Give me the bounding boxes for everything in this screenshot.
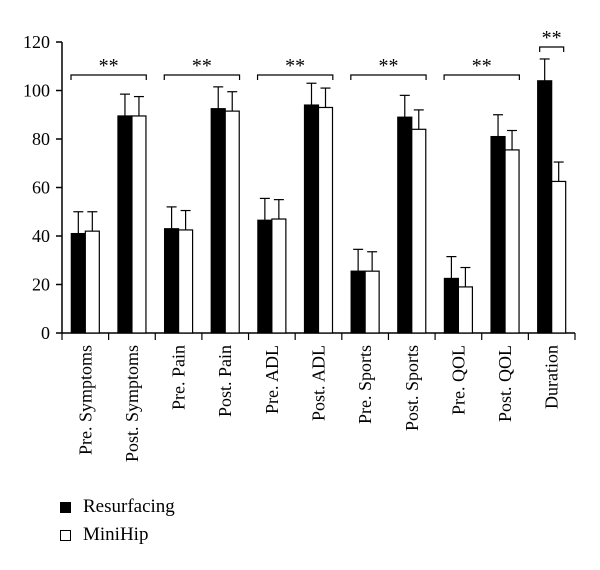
x-tick-label: Pre. Symptoms <box>75 345 95 455</box>
x-tick-label: Pre. ADL <box>262 345 282 414</box>
significance-label: ** <box>192 55 212 77</box>
bar-minihip-0 <box>84 230 100 334</box>
significance-bracket <box>70 74 147 80</box>
significance-bracket <box>539 46 565 52</box>
x-tick-label: Pre. QOL <box>448 345 468 415</box>
y-tick-label: 100 <box>23 81 50 101</box>
legend-item-resurfacing: Resurfacing <box>60 493 175 521</box>
bar-resurfacing-0 <box>70 232 86 334</box>
legend-swatch-minihip <box>60 529 71 541</box>
y-tick-label: 60 <box>32 178 50 198</box>
significance-label: ** <box>542 27 562 49</box>
significance-bracket <box>443 74 520 80</box>
significance-bracket <box>163 74 241 80</box>
bar-minihip-10 <box>551 180 567 334</box>
y-tick-label: 120 <box>23 32 50 52</box>
x-tick-label: Post. Pain <box>215 345 235 417</box>
significance-label: ** <box>378 55 398 77</box>
legend-swatch-resurfacing <box>60 501 71 513</box>
bar-resurfacing-5 <box>303 104 320 334</box>
legend-item-minihip: MiniHip <box>60 521 175 549</box>
bar-minihip-5 <box>317 106 334 334</box>
x-tick-label: Post. Symptoms <box>122 345 142 462</box>
x-tick-label: Pre. Pain <box>169 345 189 410</box>
bar-resurfacing-4 <box>257 219 273 334</box>
bar-minihip-7 <box>411 128 427 334</box>
significance-bracket <box>256 74 334 80</box>
y-tick-label: 20 <box>32 275 50 295</box>
bar-resurfacing-8 <box>443 277 460 334</box>
bar-resurfacing-2 <box>163 228 180 334</box>
significance-label: ** <box>285 55 305 77</box>
bar-minihip-1 <box>131 115 147 334</box>
x-tick-label: Post. Sports <box>402 345 422 431</box>
y-tick-label: 0 <box>41 323 50 343</box>
legend: Resurfacing MiniHip <box>60 493 175 549</box>
bar-minihip-6 <box>364 270 380 334</box>
bar-resurfacing-1 <box>117 115 133 334</box>
bar-minihip-9 <box>504 149 520 334</box>
x-tick-label: Post. ADL <box>309 345 329 421</box>
bar-resurfacing-9 <box>490 135 506 334</box>
legend-label-minihip: MiniHip <box>83 524 149 545</box>
x-tick-label: Pre. Sports <box>355 345 375 424</box>
bar-resurfacing-10 <box>537 80 553 334</box>
bar-minihip-8 <box>457 286 474 334</box>
x-tick-label: Duration <box>542 345 562 409</box>
legend-label-resurfacing: Resurfacing <box>83 496 175 517</box>
bar-minihip-3 <box>224 110 240 334</box>
x-tick-label: Post. QOL <box>495 345 515 422</box>
bar-resurfacing-7 <box>397 116 413 334</box>
y-tick-label: 80 <box>32 129 50 149</box>
significance-bracket <box>350 74 427 80</box>
bar-resurfacing-6 <box>350 270 366 334</box>
significance-label: ** <box>472 55 492 77</box>
bar-minihip-2 <box>177 229 194 334</box>
significance-label: ** <box>99 55 119 77</box>
bar-minihip-4 <box>271 218 287 334</box>
bar-resurfacing-3 <box>210 108 226 334</box>
y-tick-label: 40 <box>32 226 50 246</box>
